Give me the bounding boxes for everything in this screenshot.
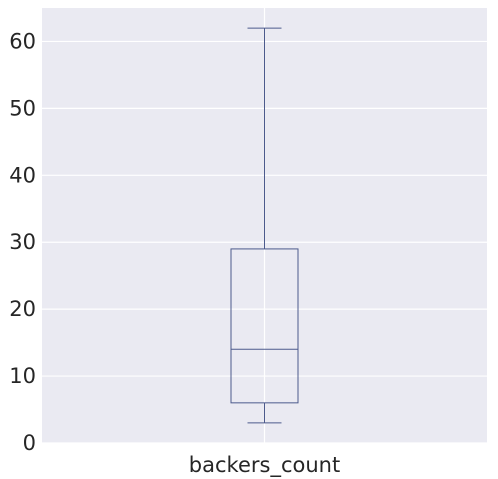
y-tick-label: 50 [9,96,36,120]
y-tick-label: 20 [9,297,36,321]
x-tick-label: backers_count [189,453,340,478]
box-backers_count [230,27,299,424]
y-tick-label: 40 [9,163,36,187]
y-tick-label: 30 [9,230,36,254]
y-axis-ticks: 0 10 20 30 40 50 60 [9,29,36,455]
y-tick-label: 60 [9,29,36,53]
y-tick-label: 10 [9,364,36,388]
box-plot [230,27,299,424]
iqr-box [230,248,299,404]
x-axis-ticks: backers_count [189,453,340,478]
y-tick-label: 0 [23,431,36,455]
